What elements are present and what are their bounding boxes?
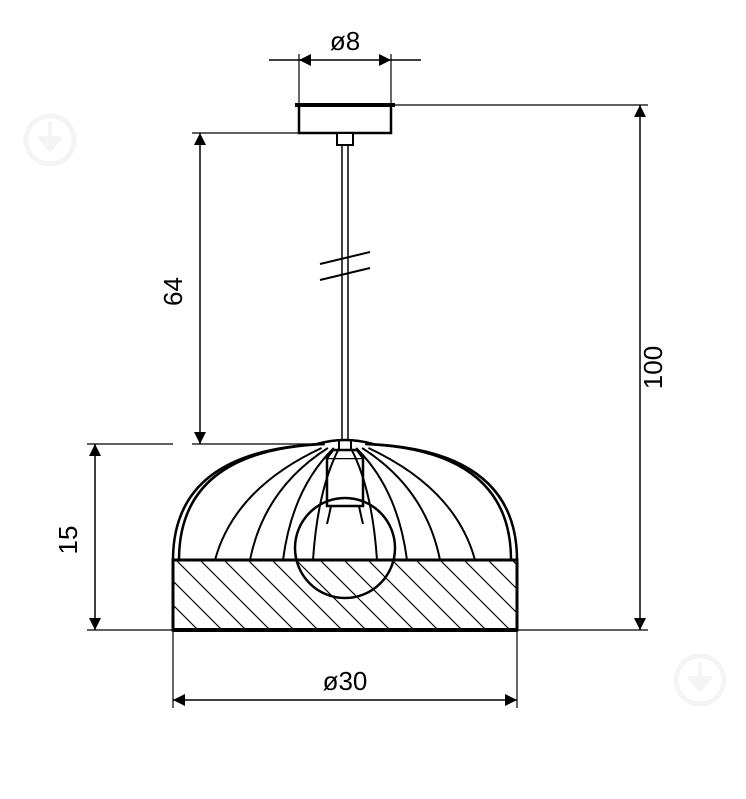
lamp-diagram [173,105,517,630]
dimension-label: ø30 [323,666,368,696]
dimension-label: 15 [53,526,83,555]
dimension-label: 64 [158,277,188,306]
dimension-label: 100 [638,346,668,389]
watermark-icon [20,110,80,170]
dimension-label: ø8 [330,26,360,56]
watermark-icon [670,650,730,710]
technical-drawing: ø8 100 64 15 ø30 [0,0,746,799]
